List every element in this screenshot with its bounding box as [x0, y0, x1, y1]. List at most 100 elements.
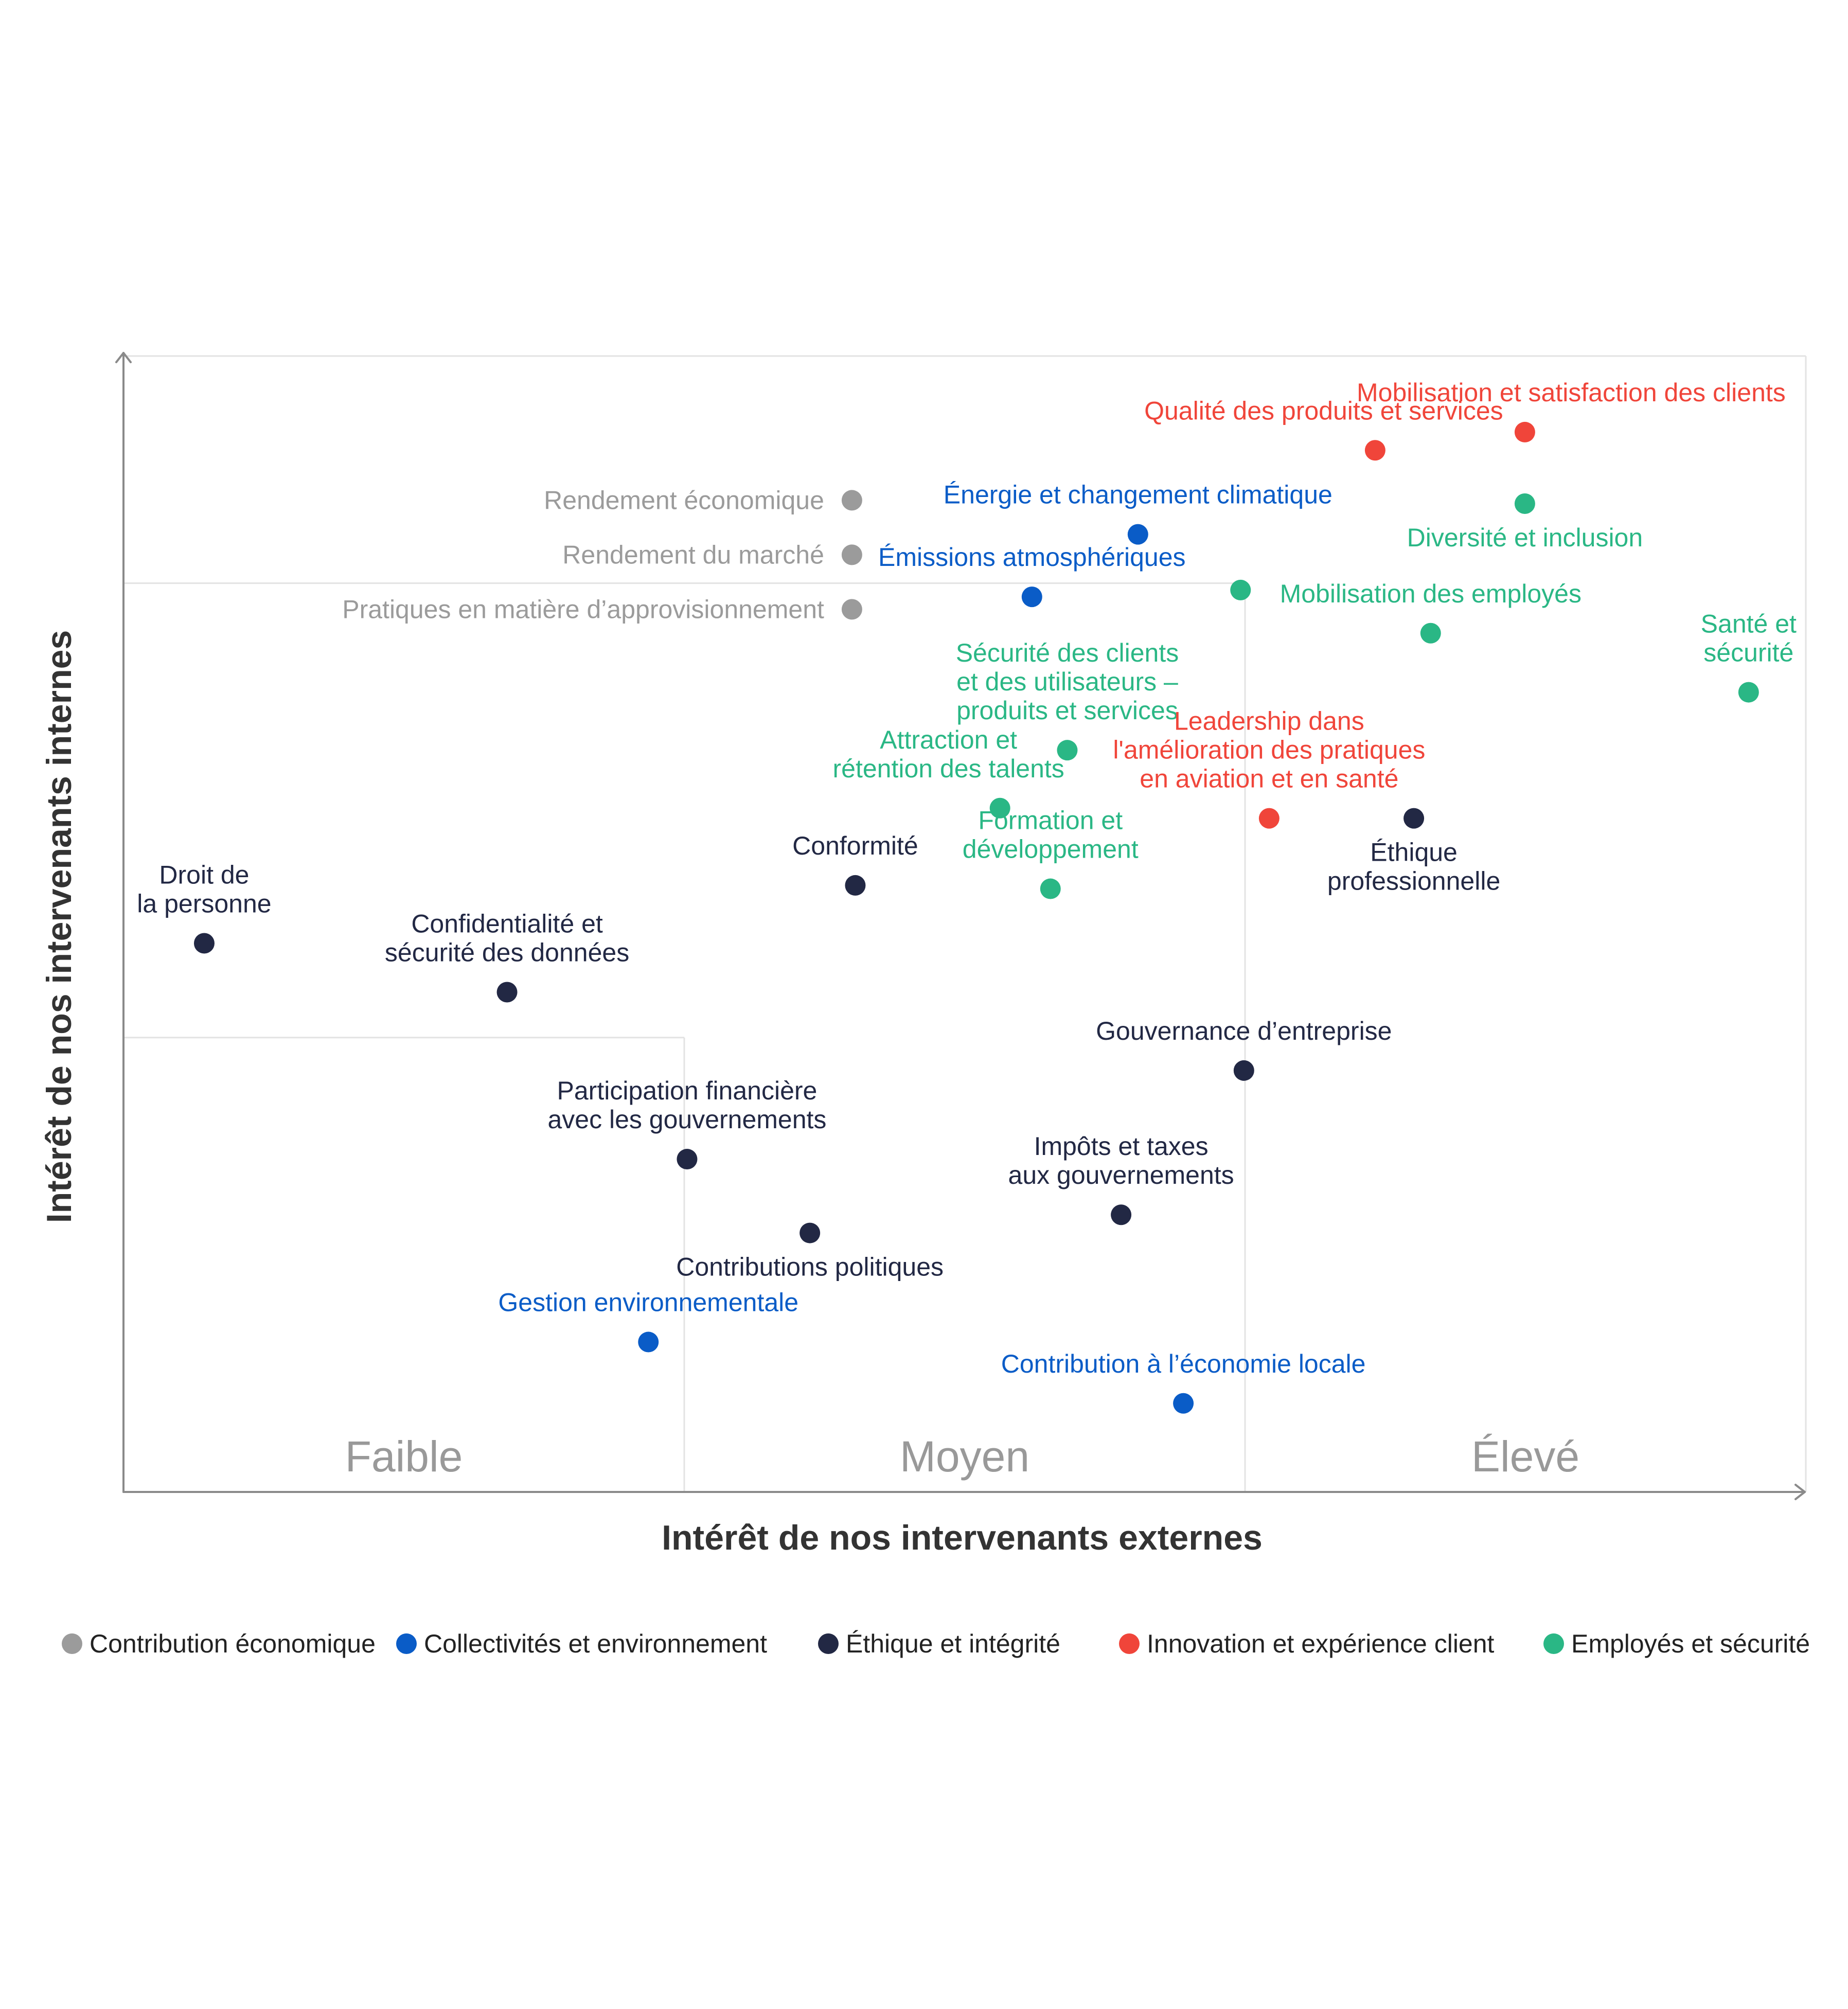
point-label-line: Droit de	[159, 861, 249, 890]
data-point-9	[1420, 623, 1441, 644]
legend-marker-0	[62, 1633, 82, 1654]
point-label-line: Émissions atmosphériques	[878, 543, 1186, 572]
point-label-line: Attraction et	[880, 725, 1017, 754]
data-point-13	[1258, 808, 1280, 829]
point-label-20: Participation financière avec les gouvern…	[547, 1076, 826, 1134]
legend: Contribution économique Collectivités et …	[62, 1629, 1810, 1658]
point-label-13: Leadership dans l'amélioration des pratiq…	[1113, 707, 1425, 793]
point-label-1: Qualité des produits et services	[1144, 396, 1503, 425]
point-label-line: Rendement du marché	[562, 540, 824, 569]
x-axis-arrow	[1794, 1484, 1806, 1500]
zone-grid	[123, 355, 1807, 1492]
point-label-4: Énergie et changement climatique	[944, 481, 1332, 509]
point-label-15: Conformité	[792, 831, 918, 860]
point-label-line: Santé et	[1701, 610, 1797, 638]
point-label-line: aux gouvernements	[1008, 1161, 1234, 1189]
zone-labels: Faible Moyen Élevé	[345, 1432, 1579, 1481]
data-point-22	[799, 1222, 821, 1243]
point-label-line: développement	[963, 835, 1139, 864]
point-label-9: Mobilisation des employés	[1280, 579, 1582, 608]
point-label-12: Attraction et rétention des talents	[833, 725, 1064, 783]
data-point-7	[1230, 579, 1251, 600]
point-label-line: la personne	[137, 890, 271, 918]
point-label-line: Qualité des produits et services	[1144, 396, 1503, 425]
point-label-24: Contribution à l’économie locale	[1001, 1349, 1366, 1378]
legend-marker-2	[818, 1633, 839, 1654]
point-label-line: et des utilisateurs –	[956, 667, 1178, 696]
point-label-line: produits et services	[956, 696, 1178, 725]
point-label-17: Droit de la personne	[137, 861, 271, 918]
point-label-line: Éthique	[1370, 838, 1458, 867]
data-point-3	[1514, 493, 1535, 514]
data-point-8	[841, 599, 862, 620]
data-point-19	[1233, 1060, 1254, 1081]
data-point-15	[845, 875, 866, 896]
point-label-line: sécurité des données	[385, 938, 629, 967]
data-point-12	[989, 797, 1010, 819]
point-label-0: Mobilisation et satisfaction des clients	[1357, 378, 1786, 407]
point-label-line: Confidentialité et	[411, 909, 603, 938]
point-label-8: Pratiques en matière d’approvisionnement	[342, 595, 824, 624]
data-point-20	[677, 1149, 698, 1170]
point-label-line: Contributions politiques	[676, 1253, 944, 1282]
point-label-line: Formation et	[978, 806, 1123, 835]
data-point-6	[1021, 586, 1042, 608]
point-label-18: Confidentialité et sécurité des données	[385, 909, 629, 967]
point-label-line: Conformité	[792, 831, 918, 860]
point-label-14: Éthique professionnelle	[1327, 838, 1500, 896]
legend-marker-1	[396, 1633, 417, 1654]
point-label-2: Rendement économique	[544, 486, 824, 514]
point-label-22: Contributions politiques	[676, 1253, 944, 1282]
data-point-2	[841, 490, 862, 511]
legend-marker-3	[1119, 1633, 1140, 1654]
point-label-line: Énergie et changement climatique	[944, 481, 1332, 509]
zone-label-1: Moyen	[900, 1432, 1029, 1481]
zone-label-0: Faible	[345, 1432, 463, 1481]
data-point-18	[496, 982, 518, 1003]
point-label-line: Mobilisation des employés	[1280, 579, 1582, 608]
point-label-line: rétention des talents	[833, 754, 1064, 783]
point-label-21: Impôts et taxes aux gouvernements	[1008, 1132, 1234, 1189]
data-point-21	[1111, 1204, 1132, 1225]
x-axis-title: Intérêt de nos intervenants externes	[662, 1518, 1263, 1557]
data-point-14	[1403, 808, 1425, 829]
data-point-11	[1057, 740, 1078, 761]
point-label-line: Participation financière	[557, 1076, 818, 1105]
point-label-line: professionnelle	[1327, 867, 1500, 896]
point-label-line: Diversité et inclusion	[1407, 523, 1643, 552]
data-point-0	[1514, 421, 1535, 442]
data-point-4	[1127, 524, 1148, 545]
point-label-line: Gouvernance d’entreprise	[1096, 1017, 1392, 1045]
point-label-line: Leadership dans	[1174, 707, 1364, 736]
data-point-23	[638, 1331, 659, 1353]
legend-label-0: Contribution économique	[90, 1629, 376, 1658]
data-point-24	[1173, 1393, 1194, 1414]
data-point-1	[1364, 440, 1385, 461]
legend-label-4: Employés et sécurité	[1571, 1629, 1810, 1658]
legend-label-2: Éthique et intégrité	[846, 1629, 1060, 1658]
point-label-line: Impôts et taxes	[1034, 1132, 1209, 1161]
data-point-16	[1040, 878, 1061, 899]
point-label-6: Émissions atmosphériques	[878, 543, 1186, 572]
legend-label-3: Innovation et expérience client	[1147, 1629, 1495, 1658]
point-label-line: sécurité	[1703, 638, 1793, 667]
point-label-11: Sécurité des clients et des utilisateurs …	[956, 638, 1179, 725]
legend-marker-4	[1543, 1633, 1564, 1654]
point-label-line: Gestion environnementale	[498, 1288, 798, 1317]
data-points	[193, 421, 1759, 1414]
point-label-line: Sécurité des clients	[956, 638, 1179, 667]
y-axis-arrow	[115, 352, 132, 363]
legend-label-1: Collectivités et environnement	[424, 1629, 767, 1658]
point-label-line: l'amélioration des pratiques	[1113, 736, 1425, 765]
point-label-line: Pratiques en matière d’approvisionnement	[342, 595, 824, 624]
zone-label-2: Élevé	[1471, 1432, 1579, 1481]
point-labels: Mobilisation et satisfaction des clients…	[137, 378, 1797, 1378]
axes: Intérêt de nos intervenants externes Inté…	[40, 352, 1806, 1557]
point-label-19: Gouvernance d’entreprise	[1096, 1017, 1392, 1045]
data-point-5	[841, 544, 862, 565]
data-point-17	[193, 933, 215, 954]
point-label-23: Gestion environnementale	[498, 1288, 798, 1317]
y-axis-title: Intérêt de nos intervenants internes	[40, 630, 79, 1223]
point-label-5: Rendement du marché	[562, 540, 824, 569]
